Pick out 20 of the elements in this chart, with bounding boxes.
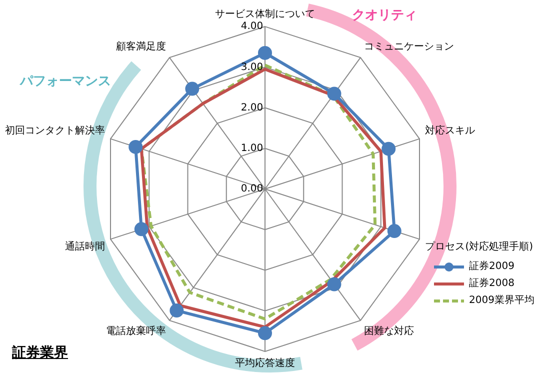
text: 証券業界 xyxy=(12,344,68,362)
spoke-label: 通話時間 xyxy=(64,240,105,253)
spoke-label: 対応スキル xyxy=(425,124,476,137)
spoke-label: 顧客満足度 xyxy=(116,40,166,52)
spoke-label: 電話放棄呼率 xyxy=(106,324,166,337)
y-tick-label: 0.00 xyxy=(240,184,264,195)
legend-label: 証券2008 xyxy=(469,276,514,291)
spoke-label: 初回コンタクト解決率 xyxy=(4,124,105,137)
text: パフォーマンス xyxy=(20,73,111,90)
legend-label: 2009業界平均 xyxy=(469,294,534,308)
legend-label: 証券2009 xyxy=(469,260,514,274)
spoke-label: サービス体制について xyxy=(215,8,315,20)
spoke-label: 平均応答速度 xyxy=(235,357,295,370)
spoke-label: 困難な対応 xyxy=(364,324,414,337)
text: クオリティ xyxy=(352,7,417,24)
y-tick-label: 4.00 xyxy=(240,21,264,32)
spoke-label: コミュニケーション xyxy=(364,41,454,52)
spoke-label: プロセス(対応処理手順) xyxy=(425,240,534,253)
y-tick-label: 2.00 xyxy=(240,102,264,114)
y-tick-label: 1.00 xyxy=(240,142,264,154)
